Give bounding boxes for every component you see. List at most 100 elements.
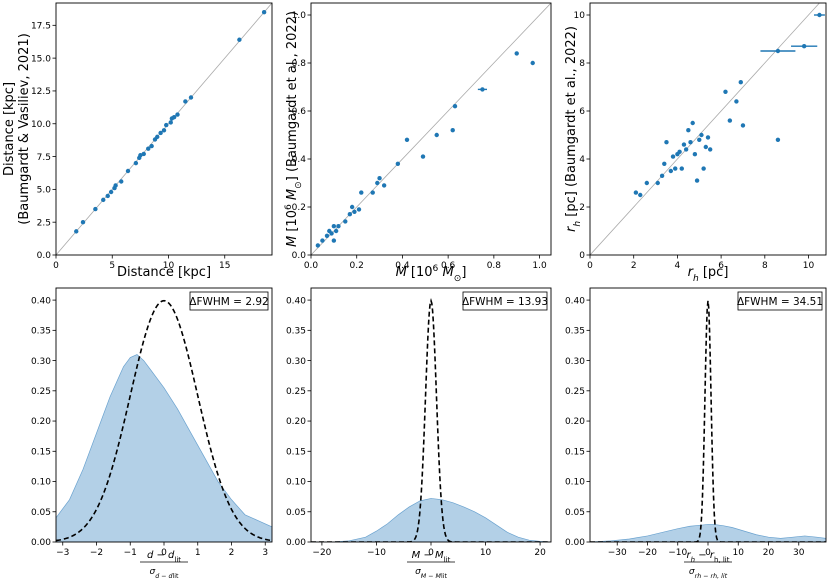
- y-axis-label-citation: (Baumgardt & Vasiliev, 2021): [17, 33, 32, 225]
- data-point: [331, 238, 337, 243]
- data-point: [164, 122, 169, 128]
- x-axis-label: M − Mlit σM − Mlit: [407, 550, 455, 580]
- y-tick-label: 17.5: [31, 22, 51, 32]
- data-point: [677, 149, 682, 154]
- x-tick-label: −1: [124, 548, 137, 558]
- x-tick-label: 20: [534, 548, 546, 558]
- x-tick-label: −20: [312, 548, 331, 558]
- y-tick-label: 10.0: [31, 120, 51, 130]
- data-point: [93, 206, 98, 212]
- data-point: [320, 238, 325, 243]
- data-point: [703, 144, 709, 150]
- x-tick-label: 1: [195, 548, 201, 558]
- y-tick-label: 0.40: [565, 296, 585, 306]
- data-point: [690, 120, 695, 126]
- data-point: [158, 130, 163, 136]
- data-point: [701, 166, 706, 171]
- data-point: [681, 142, 687, 147]
- y-tick-label: 0.30: [565, 357, 585, 367]
- data-point: [375, 180, 380, 186]
- x-tick-label: −30: [608, 548, 627, 558]
- y-tick-label: 0.0: [37, 251, 52, 261]
- y-tick-label: 0.20: [565, 417, 585, 427]
- kde-area: [590, 524, 826, 542]
- data-point: [356, 207, 362, 212]
- plot-area: [56, 299, 272, 542]
- x-tick-label: 0: [428, 548, 434, 558]
- identity-line: [590, 3, 820, 255]
- y-tick-label: 5.0: [37, 186, 52, 196]
- y-tick-label: 0.0: [292, 251, 307, 261]
- data-point: [727, 118, 733, 123]
- x-tick-label: −2: [90, 548, 103, 558]
- x-tick-label: −10: [668, 548, 687, 558]
- data-point: [679, 166, 684, 171]
- data-point: [315, 243, 321, 248]
- x-tick-label: −3: [56, 548, 69, 558]
- data-point: [670, 154, 676, 159]
- plot-area: [311, 298, 551, 542]
- data-point: [480, 87, 485, 92]
- data-point: [633, 190, 639, 195]
- data-point: [370, 190, 375, 195]
- data-point: [740, 123, 746, 128]
- identity-line: [311, 3, 551, 255]
- data-point: [683, 147, 689, 152]
- plot-area: [311, 3, 551, 255]
- data-point: [133, 160, 139, 166]
- data-point: [775, 48, 781, 54]
- x-tick-label: 0.6: [441, 261, 456, 271]
- data-point: [80, 219, 86, 225]
- data-point: [349, 204, 355, 210]
- data-point: [343, 219, 348, 224]
- data-point: [686, 128, 691, 133]
- data-point: [324, 233, 330, 238]
- y-tick-label: 0.00: [565, 538, 585, 548]
- data-point: [359, 190, 364, 195]
- x-tick-label: 0: [587, 261, 593, 271]
- x-tick-label: 0.0: [304, 261, 319, 271]
- data-point: [817, 12, 822, 18]
- y-tick-label: 0.40: [31, 296, 51, 306]
- data-point: [237, 37, 242, 42]
- y-tick-label: 0.35: [286, 327, 306, 337]
- panel-rh-residual: ΔFWHM = 34.51 −30 −20 −10 0 10 20 30 0.00 0.05 0.1…: [565, 287, 827, 558]
- data-point: [113, 183, 118, 188]
- x-axis-label: d − dlit σd − dlit: [140, 550, 188, 580]
- data-point: [381, 183, 387, 188]
- y-tick-label: 7.5: [37, 153, 51, 163]
- y-tick-label: 0.4: [292, 155, 307, 165]
- data-point: [775, 137, 781, 142]
- data-point: [347, 212, 353, 217]
- plot-area: [590, 3, 825, 255]
- x-axis-label: Distance [kpc]: [117, 265, 211, 280]
- y-tick-label: 0.15: [286, 447, 306, 457]
- plot-area: [590, 300, 826, 542]
- x-label-numerator: M − Mlit: [412, 550, 451, 564]
- x-tick-label: 0.8: [487, 261, 502, 271]
- y-tick-label: 0.15: [565, 447, 585, 457]
- normal-curve: [590, 300, 826, 542]
- y-tick-label: 0.35: [565, 327, 585, 337]
- y-tick-label: 0.25: [31, 387, 51, 397]
- y-tick-label: 0.6: [292, 107, 307, 117]
- kde-area: [56, 354, 272, 542]
- data-point: [705, 135, 711, 140]
- data-point: [352, 209, 357, 214]
- y-axis-label: M [106 M⊙] (Baumgardt et al., 2022): [284, 11, 304, 247]
- y-tick-label: 6: [579, 107, 585, 117]
- data-point: [664, 140, 669, 145]
- fwhm-annotation: ΔFWHM = 34.51: [737, 296, 823, 308]
- x-tick-label: 3: [262, 548, 268, 558]
- data-point: [514, 51, 519, 56]
- data-point: [161, 128, 167, 133]
- data-point: [188, 95, 194, 100]
- data-point: [420, 154, 426, 159]
- x-tick-label: −20: [638, 548, 657, 558]
- y-tick-label: 0.8: [292, 59, 307, 69]
- x-tick-label: 2: [229, 548, 235, 558]
- x-tick-label: 5: [109, 261, 115, 271]
- panel-dist-residual: ΔFWHM = 2.92 −3 −2 −1 0 1 2 3 0.00 0.05 0.10 0.15 0.…: [31, 287, 273, 558]
- panel-mass-residual: ΔFWHM = 13.93 −20 −10 0 10 20 0.00 0.05 0.10 0.15…: [286, 287, 552, 558]
- x-label-numerator: rh − rh, lit: [687, 550, 730, 564]
